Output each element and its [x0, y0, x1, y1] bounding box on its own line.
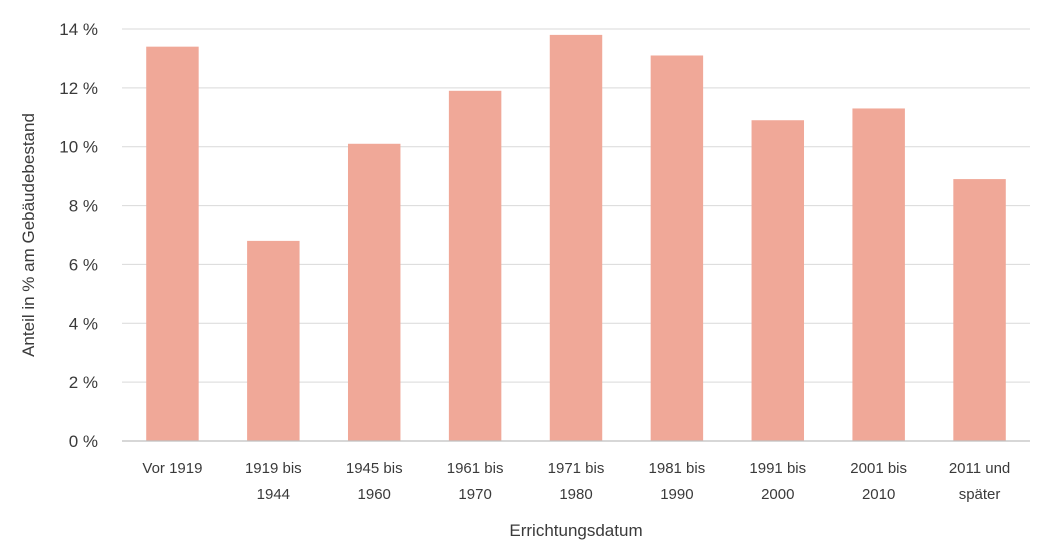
y-tick-label: 2 %	[69, 373, 98, 392]
x-tick-label: 1981 bis 1990	[649, 460, 706, 503]
bar	[549, 34, 603, 442]
bar	[347, 143, 401, 441]
x-tick-label: Vor 1919	[142, 460, 202, 477]
bars	[146, 34, 1006, 442]
x-tick-label: 2011 und später	[949, 460, 1010, 503]
x-tick-label: 1919 bis 1944	[245, 460, 302, 503]
bar	[953, 179, 1006, 442]
y-tick-label: 8 %	[69, 197, 98, 216]
x-tick-labels: Vor 1919 1919 bis 1944 1945 bis 1960 1961 bis…	[142, 460, 1010, 503]
y-tick-label: 14 %	[59, 20, 98, 39]
bar	[448, 90, 502, 442]
x-tick-label: 2001 bis 2010	[850, 460, 907, 503]
bar	[146, 46, 199, 442]
y-tick-labels: 0 % 2 % 4 % 6 % 8 % 10 % 12 % 14 %	[59, 20, 98, 451]
x-tick-label: 1991 bis 2000	[749, 460, 806, 503]
bar	[751, 120, 805, 441]
bar	[852, 108, 905, 441]
x-axis-title: Errichtungsdatum	[509, 521, 642, 540]
y-tick-label: 4 %	[69, 314, 98, 333]
y-tick-label: 12 %	[59, 79, 98, 98]
y-tick-label: 6 %	[69, 255, 98, 274]
y-tick-label: 10 %	[59, 138, 98, 157]
y-tick-label: 0 %	[69, 432, 98, 451]
x-tick-label: 1961 bis 1970	[447, 460, 504, 503]
x-tick-label: 1945 bis 1960	[346, 460, 403, 503]
x-tick-label: 1971 bis 1980	[548, 460, 605, 503]
bar	[247, 240, 300, 441]
bar	[650, 55, 704, 441]
y-axis-title: Anteil in % am Gebäudebestand	[19, 113, 38, 357]
